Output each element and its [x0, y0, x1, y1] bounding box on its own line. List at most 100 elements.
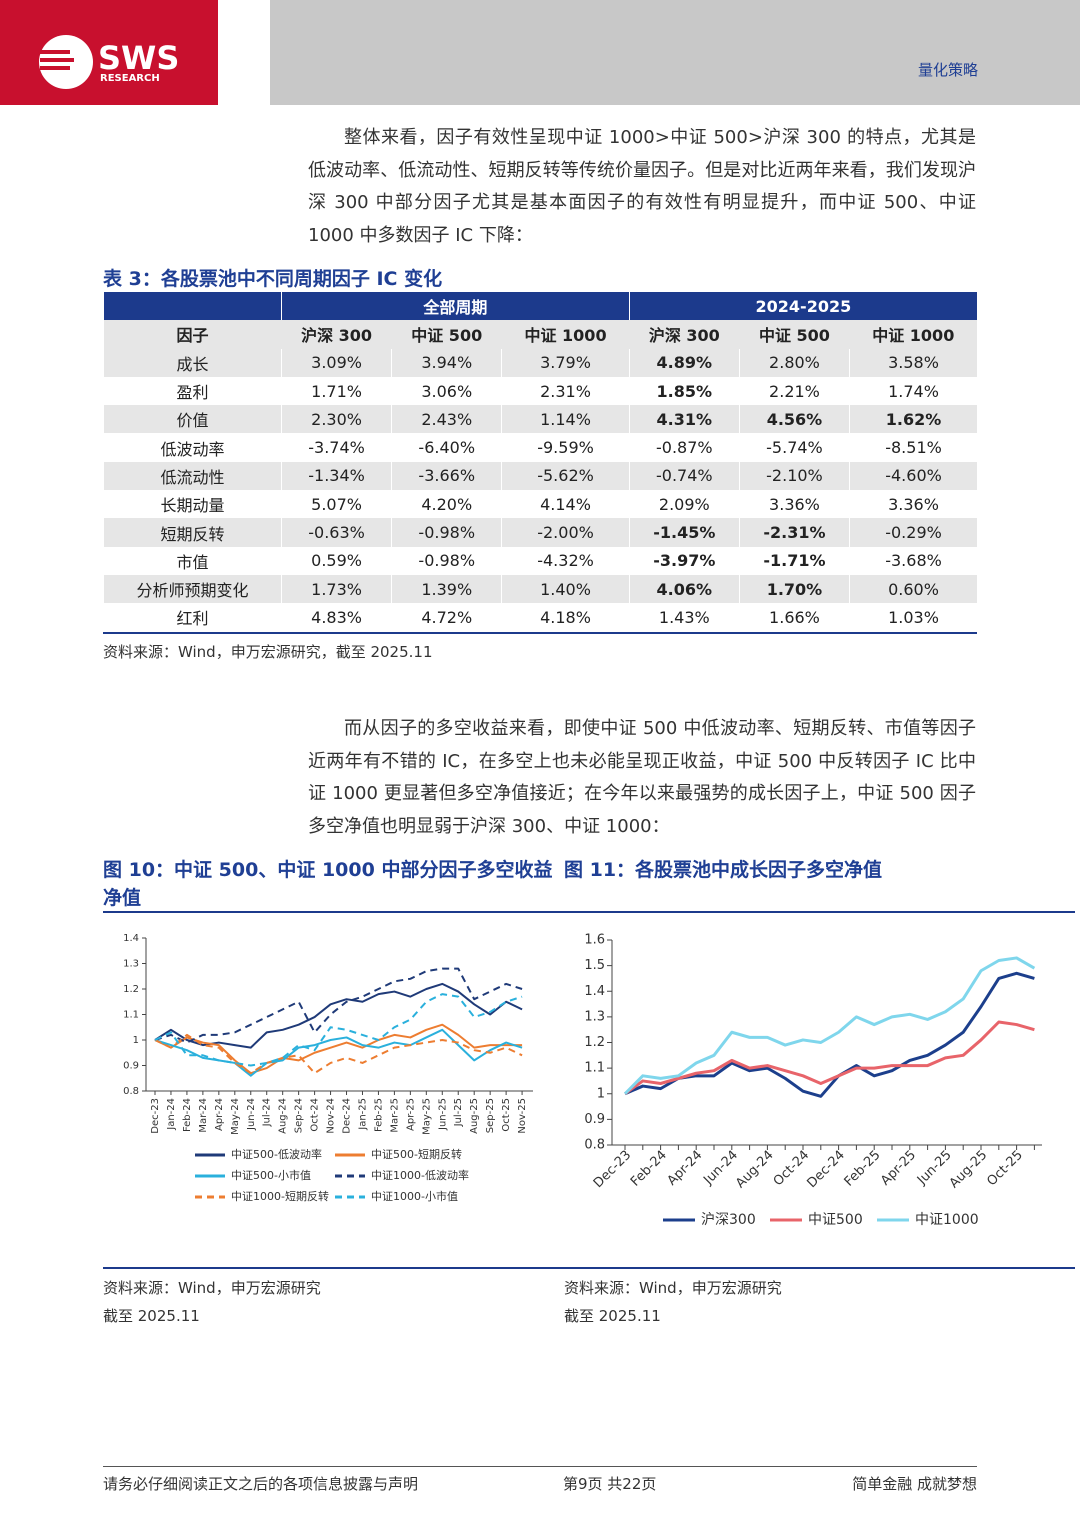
table-cell: -2.00%	[501, 518, 630, 547]
chart: 0.8 0.9 1 1.1 1.2 1.3 1.4 Dec-23 Jan-24 Feb-24 Mar…	[123, 933, 533, 1203]
series-line	[624, 1020, 1035, 1095]
table-cell: -9.59%	[501, 433, 630, 462]
table-cell: 5.07%	[280, 490, 392, 519]
footer-rule	[103, 1466, 977, 1467]
rule	[103, 1267, 1075, 1269]
factor-table: 全部周期 2024-2025 因子 沪深 300 中证 500 中证 1000 沪深 300…	[103, 292, 977, 634]
table-cell: -1.71%	[738, 546, 850, 575]
table-cell: 1.66%	[738, 603, 850, 634]
group-header: 2024-2025	[628, 292, 977, 321]
group-header-row: 全部周期 2024-2025	[103, 292, 977, 321]
factor-name: 短期反转	[103, 518, 282, 547]
column-header: 中证 1000	[501, 320, 630, 349]
rule	[103, 911, 1075, 913]
table-cell: 1.14%	[501, 405, 630, 434]
x-tick-label: Jul-25	[453, 1098, 464, 1127]
table-cell: 1.70%	[738, 574, 850, 604]
table-cell: -3.68%	[849, 546, 977, 575]
table-cell: 3.36%	[738, 490, 850, 519]
factor-name: 低波动率	[103, 433, 282, 462]
footer-center: 第9页 共22页	[563, 1475, 657, 1493]
table-cell: -3.74%	[280, 433, 392, 462]
logo-text: SWS	[98, 39, 179, 77]
x-tick-label: Apr-24	[214, 1098, 225, 1131]
x-tick-label: Feb-25	[842, 1148, 884, 1190]
table-cell: -8.51%	[849, 433, 977, 462]
table-cell: -0.63%	[280, 518, 392, 547]
x-tick-label: Aug-25	[469, 1098, 480, 1134]
column-header: 沪深 300	[281, 320, 392, 349]
x-tick-label: Sep-25	[485, 1098, 496, 1133]
legend-label: 中证500-短期反转	[371, 1147, 462, 1161]
x-tick-label: Jul-24	[262, 1098, 273, 1127]
x-tick-label: Jun-25	[437, 1098, 448, 1131]
table-cell: 1.03%	[849, 603, 977, 634]
table-cell: -2.31%	[738, 518, 850, 547]
table-row: 低波动率 -3.74% -6.40% -9.59% -0.87% -5.74% -8.51%	[103, 433, 977, 462]
table-cell: -0.29%	[849, 518, 977, 547]
table-cell: 1.85%	[628, 376, 740, 406]
table-cell: 3.09%	[280, 348, 392, 377]
y-tick-label: 1.1	[584, 1061, 605, 1076]
y-tick-label: 1.1	[123, 1010, 139, 1021]
group-header: 全部周期	[281, 292, 630, 321]
y-tick-label: 1.5	[584, 958, 605, 973]
table-cell: -6.40%	[391, 433, 502, 462]
x-tick-label: Dec-23	[591, 1148, 634, 1191]
table-cell: 4.14%	[501, 490, 630, 519]
series-line	[154, 1033, 523, 1075]
legend-label: 中证1000	[915, 1212, 979, 1228]
table-cell: 4.20%	[391, 490, 502, 519]
table-row: 长期动量 5.07% 4.20% 4.14% 2.09% 3.36% 3.36%	[103, 490, 977, 519]
y-tick-label: 1.4	[584, 984, 605, 999]
column-header: 因子	[103, 320, 282, 349]
x-tick-label: May-25	[421, 1098, 432, 1135]
table-cell: -0.87%	[628, 433, 740, 462]
x-tick-label: Dec-23	[150, 1098, 161, 1134]
table-cell: -2.10%	[738, 461, 850, 491]
y-tick-label: 0.9	[123, 1061, 139, 1072]
x-tick-label: Dec-24	[342, 1098, 353, 1134]
x-tick-label: May-24	[230, 1098, 241, 1135]
y-tick-label: 1.3	[123, 959, 139, 970]
header-band	[270, 0, 1080, 105]
table-row: 分析师预期变化 1.73% 1.39% 1.40% 4.06% 1.70% 0.60%	[103, 574, 977, 604]
x-tick-label: Feb-25	[373, 1098, 384, 1132]
column-header: 中证 500	[739, 320, 850, 349]
group-header	[103, 292, 282, 321]
x-tick-label: Dec-24	[804, 1148, 847, 1191]
figure-date: 截至 2025.11	[103, 1307, 200, 1325]
column-header: 中证 500	[391, 320, 502, 349]
y-tick-label: 0.8	[123, 1086, 139, 1097]
table-cell: 1.74%	[849, 376, 977, 406]
factor-name: 价值	[103, 405, 282, 434]
x-tick-label: Nov-24	[326, 1098, 337, 1134]
x-tick-label: Feb-24	[182, 1098, 193, 1132]
table-cell: 1.40%	[501, 574, 630, 604]
x-tick-label: Oct-24	[310, 1098, 321, 1132]
x-tick-label: Jan-24	[166, 1098, 177, 1131]
series-line	[624, 971, 1035, 1098]
table-cell: 4.89%	[628, 348, 740, 377]
legend-label: 沪深300	[701, 1212, 756, 1228]
table-cell: -3.97%	[628, 546, 740, 575]
y-tick-label: 1	[597, 1086, 605, 1101]
table-row: 价值 2.30% 2.43% 1.14% 4.31% 4.56% 1.62%	[103, 405, 977, 434]
y-tick-label: 0.8	[584, 1138, 605, 1153]
footer-right: 简单金融 成就梦想	[852, 1475, 977, 1493]
x-tick-label: Feb-24	[628, 1148, 670, 1190]
table-cell: 3.94%	[391, 348, 502, 377]
y-tick-label: 1.2	[584, 1035, 605, 1050]
table-cell: -0.74%	[628, 461, 740, 491]
table-cell: 1.62%	[849, 405, 977, 434]
x-tick-label: Jan-25	[357, 1098, 368, 1131]
factor-name: 盈利	[103, 376, 282, 406]
x-tick-label: Aug-25	[947, 1148, 991, 1192]
figure-title: 图 11：各股票池中成长因子多空净值	[564, 859, 883, 881]
table-cell: 2.30%	[280, 405, 392, 434]
footer-left: 请务必仔细阅读正文之后的各项信息披露与声明	[103, 1475, 419, 1493]
chart: 0.80.911.11.21.31.41.51.6Dec-23Feb-24Apr…	[584, 933, 1042, 1228]
series-line	[154, 1028, 523, 1077]
series-line	[623, 956, 1036, 1095]
